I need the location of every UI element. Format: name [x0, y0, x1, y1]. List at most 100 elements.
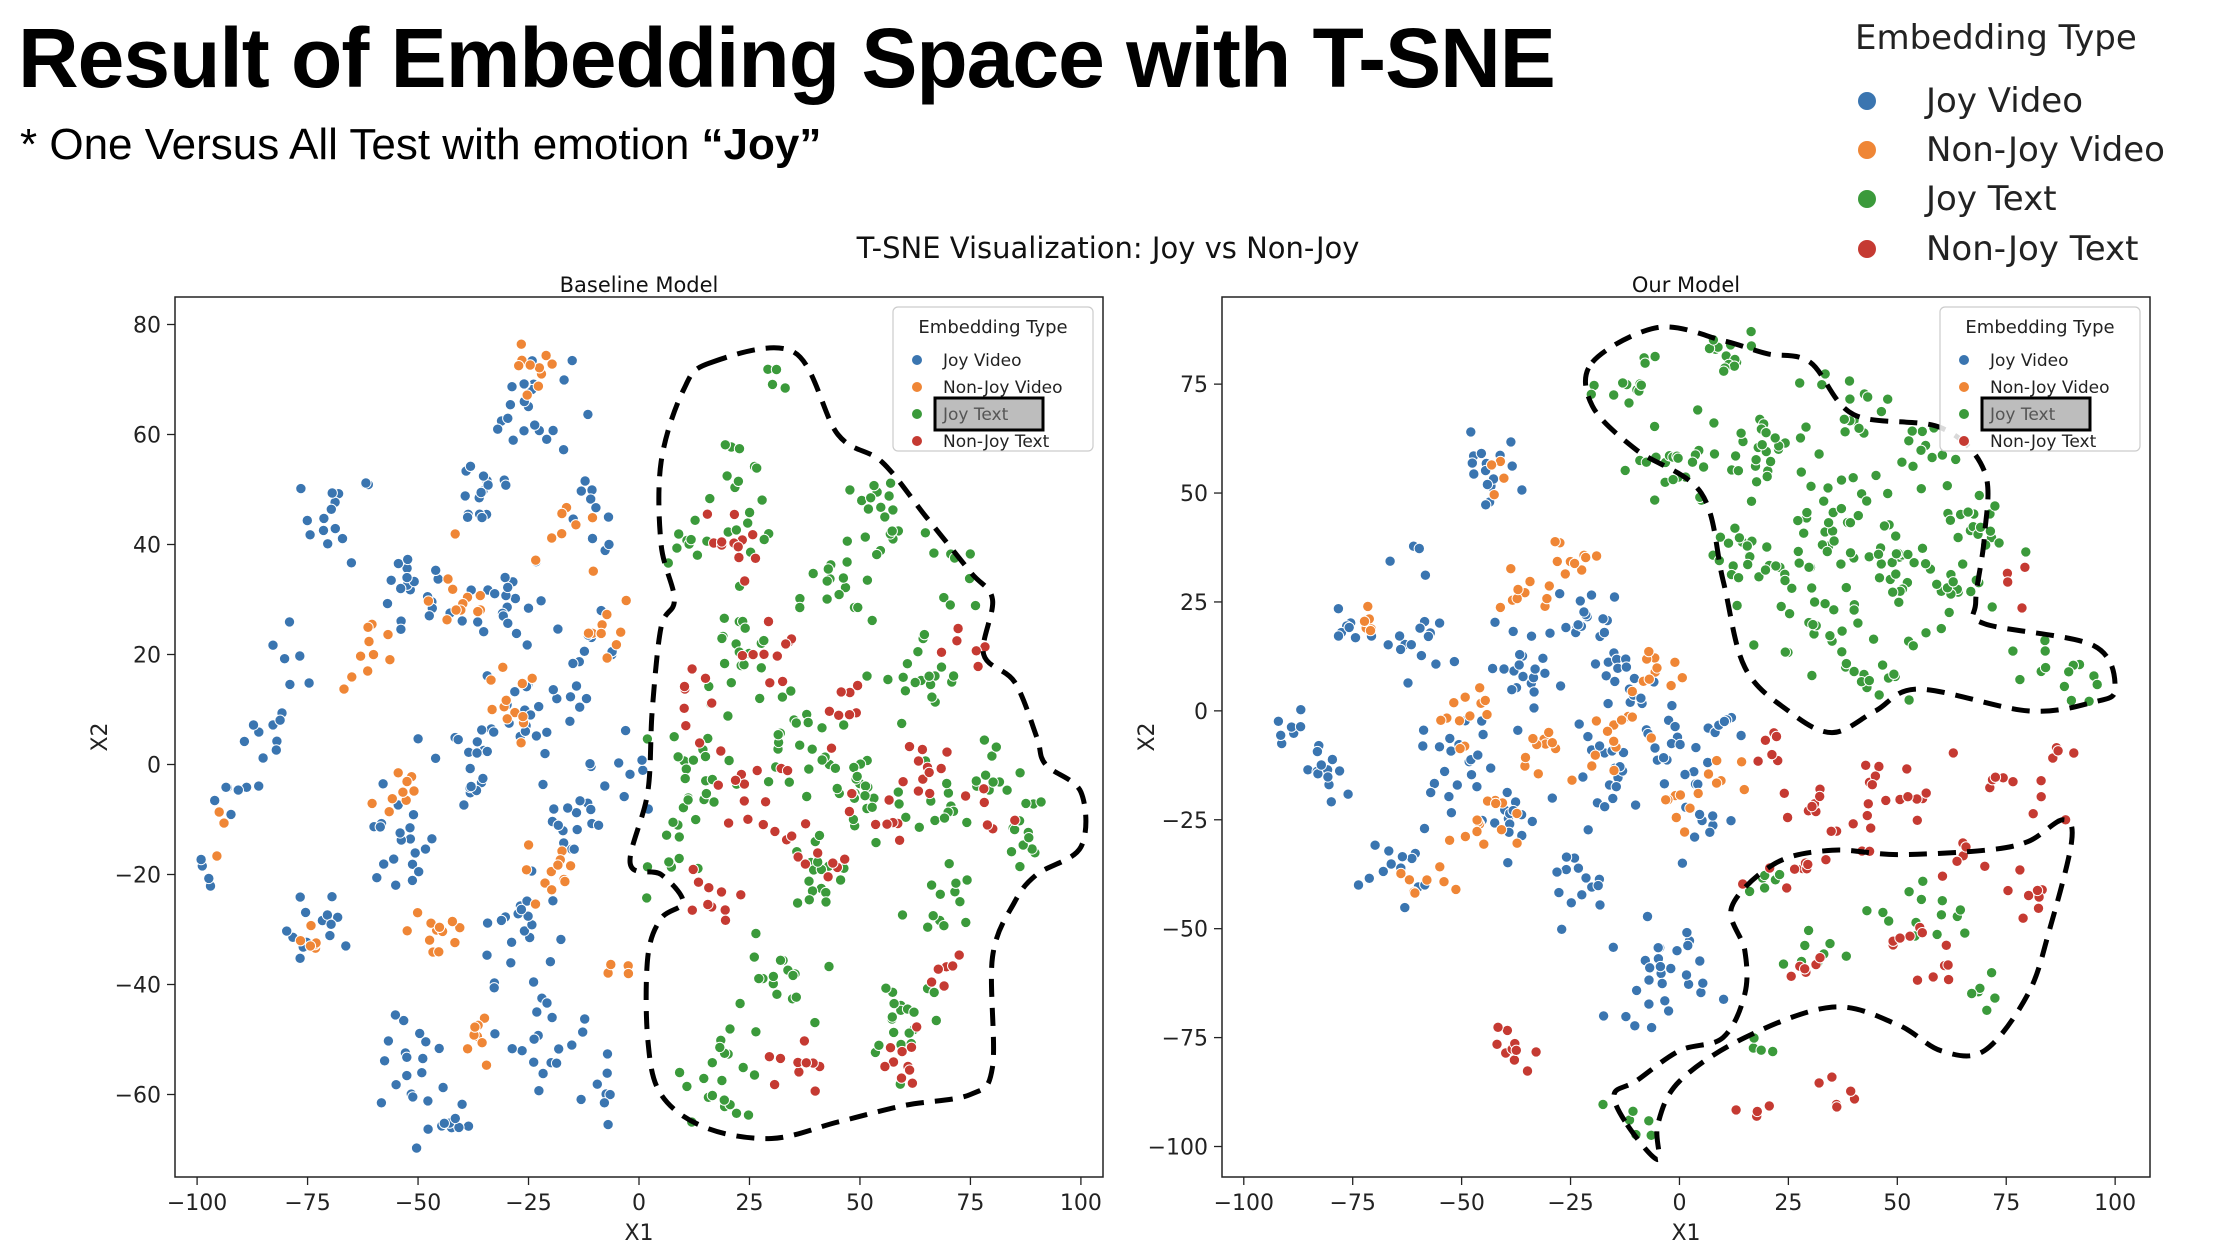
- scatter-point-joy-video: [406, 858, 419, 870]
- scatter-point-joy-text: [851, 770, 863, 783]
- scatter-point-joy-text: [879, 511, 891, 523]
- scatter-point-joy-text: [1883, 915, 1895, 927]
- scatter-point-joy-text: [1014, 860, 1026, 873]
- scatter-point-non-joy-text: [2017, 912, 2029, 924]
- scatter-point-joy-video: [636, 754, 648, 766]
- scatter-point-joy-text: [783, 776, 795, 788]
- scatter-point-non-joy-text: [1508, 1054, 1521, 1066]
- scatter-point-joy-text: [922, 921, 934, 933]
- scatter-point-joy-video: [1610, 781, 1623, 793]
- scatter-point-joy-text: [682, 794, 694, 806]
- scatter-point-joy-text: [1920, 627, 1932, 639]
- scatter-point-joy-text: [1840, 657, 1853, 670]
- scatter-point-joy-video: [340, 940, 352, 952]
- scatter-point-joy-text: [930, 1014, 942, 1027]
- scatter-point-non-joy-text: [1492, 1021, 1504, 1034]
- scatter-point-joy-text: [1761, 541, 1773, 553]
- subplot-title: Our Model: [1632, 273, 1740, 297]
- scatter-point-joy-video: [1448, 655, 1461, 668]
- scatter-point-joy-text: [1627, 1105, 1639, 1118]
- scatter-point-joy-video: [1486, 662, 1499, 675]
- scatter-point-joy-video: [1414, 622, 1426, 634]
- scatter-point-joy-video: [1363, 872, 1376, 884]
- figure-legend-label: Non-Joy Text: [1926, 229, 2139, 269]
- scatter-point-joy-video: [295, 482, 307, 495]
- scatter-point-joy-video: [550, 1057, 563, 1069]
- scatter-point-non-joy-text: [686, 663, 698, 675]
- scatter-point-joy-text: [1816, 379, 1828, 391]
- scatter-point-joy-text: [767, 970, 780, 983]
- scatter-point-joy-text: [883, 490, 895, 502]
- scatter-point-joy-video: [1659, 995, 1671, 1007]
- scatter-point-non-joy-text: [736, 649, 749, 662]
- scatter-point-joy-video: [502, 617, 514, 629]
- scatter-point-joy-video: [575, 485, 587, 497]
- scatter-point-joy-video: [1654, 960, 1667, 973]
- scatter-point-non-joy-text: [2002, 576, 2014, 588]
- scatter-point-non-joy-video: [476, 1037, 488, 1049]
- scatter-point-non-joy-text: [764, 677, 776, 689]
- scatter-point-joy-video: [1593, 740, 1606, 752]
- x-tick-label: −25: [505, 1191, 551, 1216]
- x-tick-label: 25: [735, 1191, 763, 1216]
- scatter-point-non-joy-text: [715, 886, 728, 898]
- scatter-point-non-joy-text: [792, 851, 804, 863]
- scatter-point-joy-text: [1835, 502, 1848, 515]
- scatter-point-joy-video: [1589, 658, 1602, 670]
- scatter-point-non-joy-video: [1541, 592, 1553, 605]
- scatter-point-joy-text: [938, 920, 950, 932]
- x-tick-label: −25: [1547, 1191, 1593, 1216]
- scatter-point-non-joy-text: [757, 818, 769, 831]
- scatter-point-joy-text: [1890, 568, 1902, 580]
- scatter-point-joy-video: [1302, 764, 1314, 776]
- x-tick-label: −50: [1438, 1191, 1484, 1216]
- scatter-point-joy-text: [1847, 472, 1859, 484]
- scatter-point-non-joy-video: [1576, 564, 1588, 576]
- scatter-point-joy-video: [407, 809, 420, 821]
- y-tick-label: −60: [115, 1084, 161, 1109]
- scatter-point-joy-text: [1005, 846, 1018, 858]
- scatter-point-joy-text: [1745, 495, 1758, 507]
- scatter-point-joy-text: [1903, 435, 1915, 447]
- scatter-point-joy-video: [253, 780, 265, 792]
- scatter-point-joy-video: [1498, 663, 1510, 675]
- scatter-point-joy-video: [1413, 542, 1426, 555]
- scatter-point-joy-text: [1840, 581, 1853, 594]
- scatter-point-joy-text: [748, 1069, 761, 1081]
- scatter-point-joy-text: [1639, 357, 1651, 369]
- scatter-point-non-joy-text: [1751, 1105, 1764, 1118]
- scatter-point-non-joy-text: [747, 529, 759, 541]
- scatter-point-non-joy-text: [923, 766, 935, 779]
- scatter-point-joy-text: [641, 892, 653, 904]
- scatter-point-non-joy-video: [586, 512, 599, 524]
- scatter-point-joy-video: [529, 419, 541, 431]
- scatter-point-joy-video: [541, 433, 553, 445]
- scatter-points: [195, 338, 1047, 1154]
- scatter-point-non-joy-text: [769, 825, 781, 838]
- scatter-point-non-joy-video: [1478, 838, 1490, 850]
- scatter-point-joy-video: [579, 475, 591, 487]
- scatter-point-joy-text: [1985, 967, 1998, 979]
- scatter-point-joy-text: [706, 1089, 719, 1102]
- scatter-point-non-joy-text: [739, 575, 751, 587]
- scatter-point-non-joy-video: [1608, 735, 1620, 747]
- scatter-point-joy-text: [871, 548, 883, 561]
- scatter-point-non-joy-text: [812, 847, 824, 859]
- scatter-point-joy-text: [1798, 527, 1810, 539]
- page-title: Result of Embedding Space with T-SNE: [18, 11, 1556, 105]
- scatter-point-joy-video: [618, 790, 630, 803]
- scatter-point-joy-text: [901, 658, 914, 670]
- scatter-point-joy-video: [613, 757, 625, 769]
- scatter-point-joy-video: [1512, 724, 1524, 736]
- scatter-point-non-joy-video: [362, 621, 374, 633]
- scatter-point-joy-text: [1908, 557, 1920, 569]
- scatter-point-joy-video: [1382, 639, 1394, 651]
- scatter-point-joy-video: [1506, 684, 1518, 696]
- scatter-point-non-joy-text: [1770, 730, 1783, 743]
- scatter-point-joy-text: [1767, 1045, 1779, 1058]
- scatter-point-joy-text: [1821, 545, 1834, 558]
- scatter-point-joy-text: [859, 790, 871, 802]
- scatter-point-joy-text: [935, 661, 948, 673]
- scatter-point-non-joy-video: [595, 627, 607, 640]
- scatter-point-joy-text: [1907, 460, 1919, 472]
